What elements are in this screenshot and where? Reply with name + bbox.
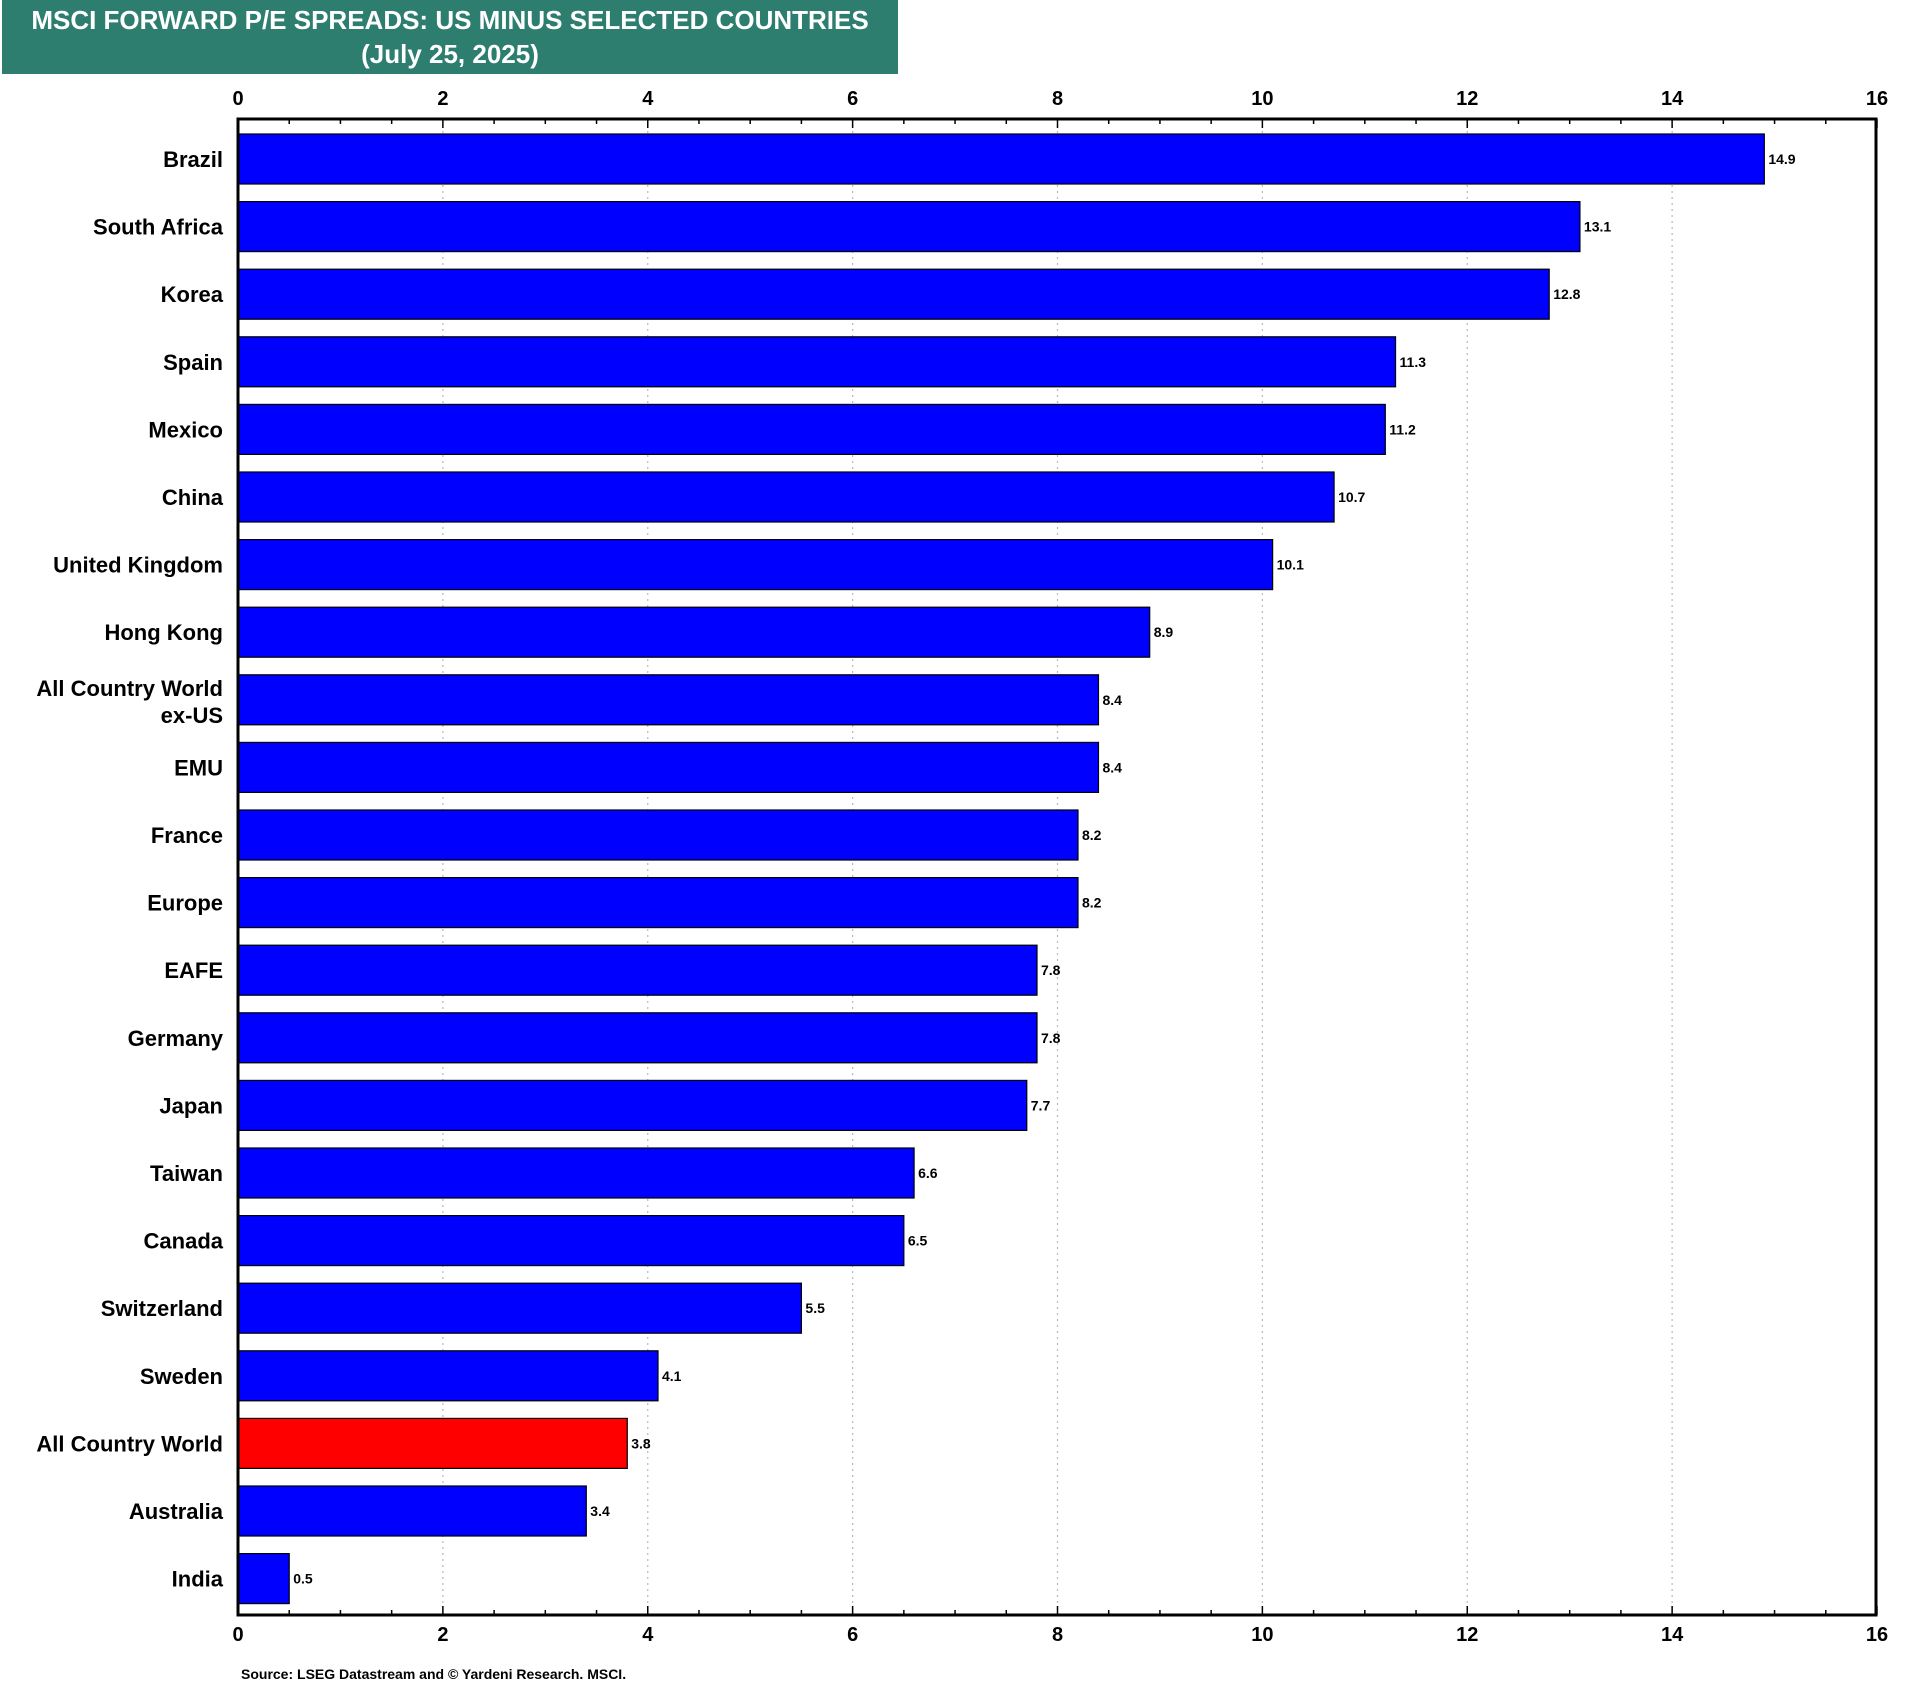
category-label: Germany [128,1026,224,1051]
bar [237,1552,290,1605]
bar [237,268,1550,320]
data-labels: 14.9 13.1 12.8 11.3 11.2 10.7 10.1 8.9 8.4 8.4 8.2… [293,151,1796,1587]
data-label: 7.8 [1041,1030,1061,1046]
category-label: United Kingdom [53,553,223,578]
bar [237,1147,915,1199]
data-label: 6.6 [918,1165,938,1181]
chart-subtitle: (July 25, 2025) [361,39,539,69]
data-label: 5.5 [805,1300,825,1316]
bar [237,403,1386,455]
x-tick-label-top: 16 [1866,88,1888,110]
category-label: EMU [174,755,223,780]
category-label: All Country World ex-US [36,676,223,728]
data-label: 4.1 [662,1368,682,1384]
data-label: 14.9 [1768,151,1795,167]
bar [237,133,1765,185]
data-label: 7.8 [1041,962,1061,978]
data-label: 8.2 [1082,895,1102,911]
data-label: 3.8 [631,1435,651,1451]
chart-title-banner: MSCI FORWARD P/E SPREADS: US MINUS SELEC… [2,0,898,74]
data-label: 8.4 [1102,759,1122,775]
bar [237,674,1100,726]
x-tick-label-bottom: 8 [1052,1624,1063,1646]
x-tick-label-bottom: 14 [1661,1624,1684,1646]
category-label: Brazil [163,147,223,172]
category-label: Australia [129,1499,224,1524]
x-tick-label-top: 14 [1661,88,1684,110]
category-label: Europe [147,891,223,916]
data-label: 11.2 [1389,421,1416,437]
bar [237,1214,905,1267]
data-label: 12.8 [1553,286,1580,302]
x-tick-label-bottom: 2 [437,1624,448,1646]
bar [237,1012,1038,1064]
chart-title: MSCI FORWARD P/E SPREADS: US MINUS SELEC… [31,5,869,35]
category-label: Switzerland [101,1296,223,1321]
bars [237,133,1765,1605]
x-tick-label-bottom: 12 [1456,1624,1478,1646]
bar [237,606,1151,658]
category-label: Canada [144,1229,224,1254]
data-label: 13.1 [1584,219,1611,235]
data-label: 10.1 [1277,557,1304,573]
bar [237,538,1274,591]
bar [237,1485,587,1537]
data-label: 8.4 [1102,692,1122,708]
data-label: 10.7 [1338,489,1365,505]
source-note: Source: LSEG Datastream and © Yardeni Re… [241,1666,627,1682]
x-tick-label-bottom: 0 [232,1624,243,1646]
x-tick-label-top: 12 [1456,88,1478,110]
category-label: Sweden [140,1364,223,1389]
x-tick-label-bottom: 16 [1866,1624,1888,1646]
category-label: Hong Kong [104,620,223,645]
bar [237,809,1079,861]
bar [237,201,1581,253]
bar [237,1282,803,1334]
category-label: Spain [163,350,223,375]
data-label: 0.5 [293,1571,313,1587]
x-tick-label-top: 0 [232,88,243,110]
bar [237,1417,628,1470]
x-tick-label-bottom: 6 [847,1624,858,1646]
x-tick-label-bottom: 10 [1251,1624,1273,1646]
bar [237,741,1100,794]
axes: 0 0 2 2 4 4 6 6 8 8 10 10 12 12 14 14 16 16 [232,88,1888,1646]
x-tick-label-top: 4 [642,88,654,110]
x-tick-label-top: 10 [1251,88,1273,110]
x-tick-label-top: 8 [1052,88,1063,110]
data-label: 3.4 [590,1503,610,1519]
category-label: EAFE [164,958,223,983]
data-label: 7.7 [1031,1097,1051,1113]
category-label: France [151,823,223,848]
category-label: All Country World [36,1431,223,1456]
category-label: Mexico [148,417,223,442]
bar [237,876,1079,929]
bar [237,944,1038,996]
category-label: Taiwan [150,1161,223,1186]
data-label: 11.3 [1400,354,1427,370]
bar [237,336,1397,388]
bar [237,471,1335,523]
category-label: Japan [159,1093,223,1118]
category-label: India [172,1567,224,1592]
bar [237,1350,659,1402]
data-label: 8.9 [1154,624,1174,640]
category-label: South Africa [93,215,224,240]
data-label: 6.5 [908,1233,928,1249]
category-label: Korea [161,282,224,307]
category-labels: Brazil South Africa Korea Spain Mexico China U… [36,147,223,1592]
x-tick-label-top: 2 [437,88,448,110]
bar [237,1079,1028,1132]
data-label: 8.2 [1082,827,1102,843]
category-label: China [162,485,224,510]
x-tick-label-bottom: 4 [642,1624,654,1646]
x-tick-label-top: 6 [847,88,858,110]
